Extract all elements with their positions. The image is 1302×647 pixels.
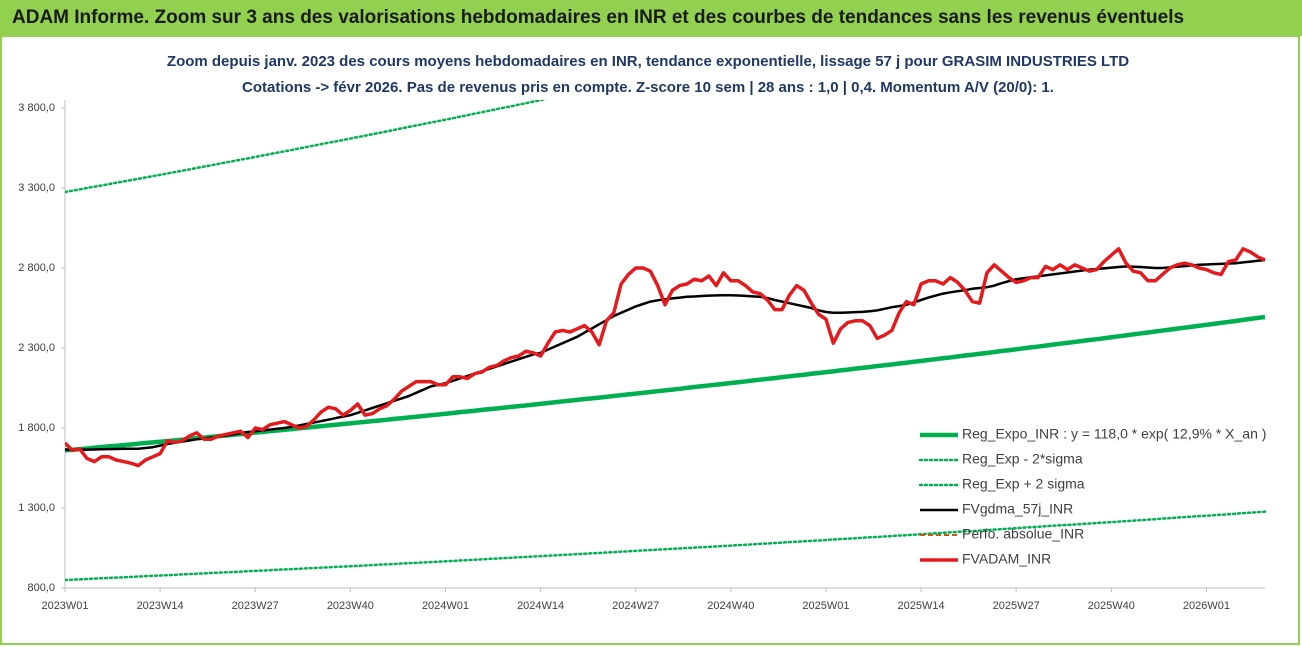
title-bar: [0, 0, 1302, 36]
x-tick-label: 2025W01: [802, 600, 849, 612]
series-line: [65, 247, 1266, 468]
legend-label: Perfo. absolue_INR: [962, 526, 1084, 542]
series-line: [65, 510, 1267, 582]
x-tick-label: 2026W01: [1183, 600, 1230, 612]
legend-label: Reg_Exp + 2 sigma: [962, 476, 1085, 492]
x-tick-label: 2024W14: [517, 600, 564, 612]
x-tick-label: 2025W14: [898, 600, 945, 612]
x-tick-label: 2023W40: [327, 600, 374, 612]
x-tick-label: 2024W01: [422, 600, 469, 612]
x-tick-label: 2023W14: [137, 600, 184, 612]
x-tick-label: 2024W27: [612, 600, 659, 612]
series-line: [65, 314, 1266, 453]
legend-label: FVADAM_INR: [962, 551, 1051, 567]
y-tick-label: 2 800,0: [18, 262, 55, 274]
y-tick-label: 1 800,0: [18, 422, 55, 434]
y-tick-label: 800,0: [27, 582, 55, 594]
x-tick-label: 2023W27: [232, 600, 279, 612]
y-tick-label: 3 800,0: [18, 102, 55, 114]
chart-subtitle: Cotations -> févr 2026. Pas de revenus p…: [242, 79, 1054, 96]
legend-label: FVgdma_57j_INR: [962, 501, 1073, 517]
x-tick-label: 2025W27: [993, 600, 1040, 612]
chart-title: ADAM Informe. Zoom sur 3 ans des valoris…: [12, 7, 1184, 28]
y-tick-label: 3 300,0: [18, 182, 55, 194]
chart-subtitle: Zoom depuis janv. 2023 des cours moyens …: [167, 53, 1129, 70]
x-tick-label: 2025W40: [1088, 600, 1135, 612]
x-tick-label: 2023W01: [41, 600, 88, 612]
legend-label: Reg_Exp - 2*sigma: [962, 451, 1083, 467]
x-tick-label: 2024W40: [707, 600, 754, 612]
legend-label: Reg_Expo_INR : y = 118,0 * exp( 12,9% * …: [962, 426, 1266, 442]
y-tick-label: 2 300,0: [18, 342, 55, 354]
series-line: [65, 258, 1266, 451]
plot-area: [65, 100, 1267, 582]
y-tick-label: 1 300,0: [18, 502, 55, 514]
